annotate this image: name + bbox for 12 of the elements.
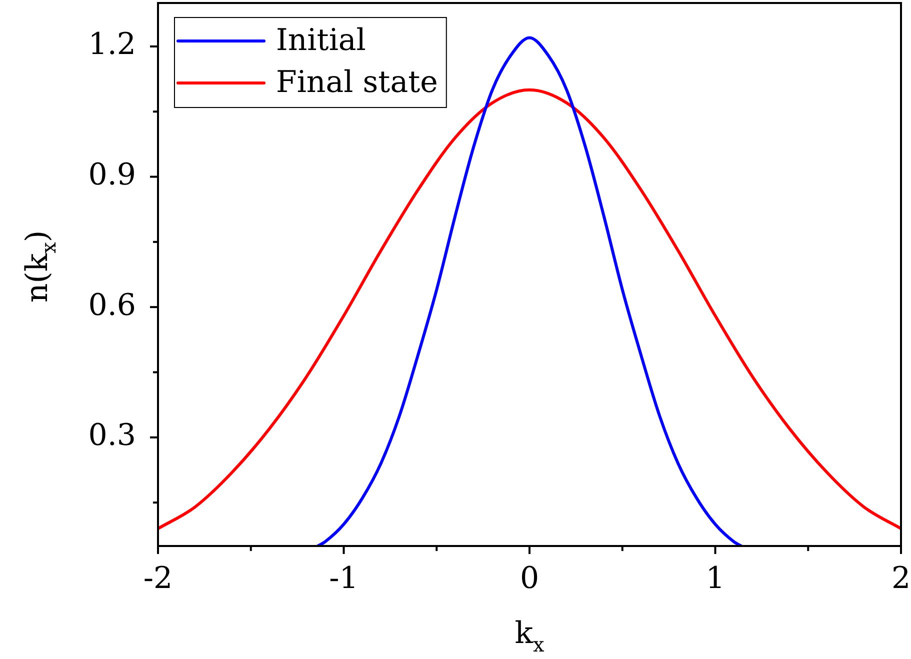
x-tick-label: 2 [891,560,911,596]
y-tick-label: 0.3 [88,418,136,454]
y-tick-label: 0.6 [88,288,136,323]
legend-label: Final state [276,64,438,100]
legend-label: Initial [276,22,366,58]
y-tick-label: 0.9 [88,158,136,193]
y-tick-label: 1.2 [88,27,136,62]
x-tick-label: 0 [520,560,540,596]
x-tick-label: -1 [329,560,358,596]
x-tick-label: 1 [706,560,725,596]
y-axis-title: n(kx) [20,230,60,303]
x-tick-label: -2 [143,560,173,596]
